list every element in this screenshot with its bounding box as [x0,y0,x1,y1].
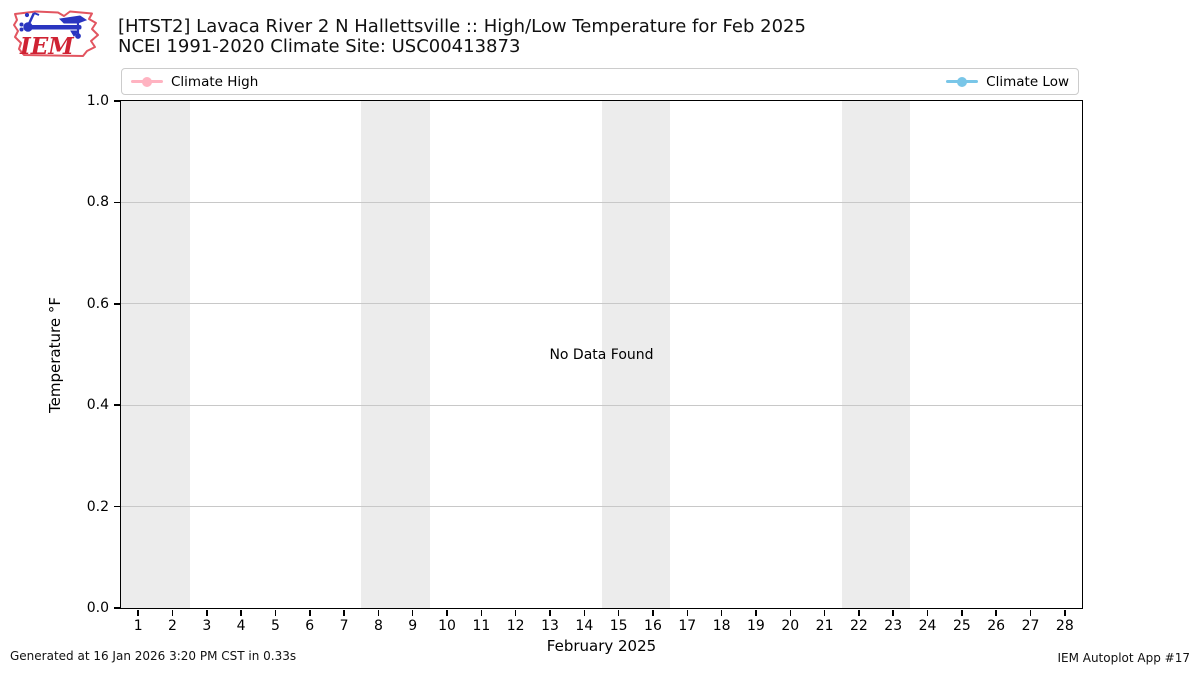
x-axis-title: February 2025 [546,637,657,655]
x-axis-tick [995,609,997,616]
y-axis-tick [113,303,120,305]
x-axis-tick [583,609,586,616]
weekend-band [601,101,671,608]
x-axis-tick-label: 11 [472,618,491,634]
legend-item-climate-low: Climate Low [946,74,1069,90]
plot-area: Temperature °F February 2025 No Data Fou… [46,93,1083,655]
legend-label: Climate Low [986,73,1069,90]
x-axis-tick [926,609,929,616]
chart-subtitle: NCEI 1991-2020 Climate Site: USC00413873 [118,36,521,57]
x-axis-tick-label: 20 [781,618,800,634]
x-axis-tick-label: 19 [747,618,765,634]
x-axis-tick [549,609,551,616]
app-credit: IEM Autoplot App #17 [1057,651,1190,665]
x-axis-tick [720,609,723,616]
x-axis-tick-label: 1 [133,618,143,634]
chart-title-block: [HTST2] Lavaca River 2 N Hallettsville :… [118,17,806,57]
x-axis-tick [343,609,345,616]
x-axis-tick-label: 4 [236,618,246,634]
x-axis-tick-label: 27 [1021,618,1040,634]
y-axis-title: Temperature °F [46,296,64,413]
x-axis-tick [892,609,894,616]
x-axis-tick [686,609,689,616]
x-axis-tick-label: 10 [438,618,456,634]
x-axis-tick [240,609,242,616]
iem-logo: IEM [8,5,108,65]
x-axis-tick [446,609,448,616]
x-axis-tick-label: 23 [884,618,903,634]
y-axis-tick-label: 1.0 [86,93,109,109]
y-axis-tick-label: 0.0 [86,600,109,616]
x-axis-tick-label: 6 [305,618,315,634]
gridline [121,506,1082,508]
y-axis-tick-label: 0.4 [86,397,109,414]
x-axis-tick-label: 21 [815,618,834,634]
x-axis-tick-label: 13 [541,618,559,634]
weekend-band [361,101,430,608]
chart-legend: Climate High Climate Low [121,68,1079,95]
x-axis-tick-label: 9 [408,618,418,634]
generated-timestamp: Generated at 16 Jan 2026 3:20 PM CST in … [10,649,297,663]
y-axis-tick [113,607,120,609]
x-axis-tick [1029,609,1032,616]
x-axis-tick-label: 2 [168,618,177,634]
gridline [121,404,1082,406]
x-axis-tick [206,609,208,616]
chart-title: [HTST2] Lavaca River 2 N Hallettsville :… [118,16,806,37]
y-axis-tick [113,404,120,406]
legend-label: Climate High [171,73,259,90]
y-axis-tick [113,201,120,204]
x-axis-tick-label: 25 [952,618,971,634]
x-axis-tick [274,609,277,616]
x-axis-tick-label: 22 [849,618,868,634]
x-axis-tick-label: 26 [987,618,1006,634]
x-axis-tick-label: 28 [1055,618,1074,634]
x-axis-tick-label: 24 [918,618,937,634]
y-axis-tick [113,100,120,102]
x-axis-tick-label: 7 [339,618,349,634]
x-axis-tick-label: 16 [644,618,662,634]
x-axis-tick [309,609,311,616]
x-axis-tick [823,609,826,616]
no-data-annotation: No Data Found [549,346,654,363]
x-axis-tick [137,609,139,616]
x-axis-tick [411,609,414,616]
x-axis-tick [514,609,517,616]
iowa-outline-icon: IEM [13,10,99,60]
x-axis-tick-label: 18 [712,618,731,634]
x-axis-tick [755,609,757,616]
gridline [121,201,1082,203]
legend-marker-icon [131,76,163,87]
x-axis-tick [377,609,380,616]
weekend-band [841,101,911,608]
x-axis-tick-label: 3 [202,618,212,634]
x-axis-tick [171,609,174,616]
y-axis-tick-label: 0.2 [86,498,109,515]
x-axis-tick-label: 12 [506,618,525,634]
iem-wordmark: IEM [19,33,75,60]
weather-vane-icon [19,12,88,39]
x-axis-tick [617,609,620,616]
x-axis-tick-label: 17 [678,618,697,634]
x-axis-tick [789,609,792,616]
gridline [121,303,1082,305]
y-axis-tick-label: 0.6 [86,295,109,312]
x-axis-tick-label: 8 [373,618,383,634]
weekend-band [121,101,190,608]
x-axis-tick [480,609,483,616]
x-axis-tick [1064,609,1066,616]
legend-marker-icon [946,76,979,87]
x-axis-tick [961,609,963,616]
x-axis-tick [652,609,654,616]
y-axis-tick [113,505,120,508]
x-axis-tick-label: 15 [609,618,628,634]
x-axis-tick [858,609,860,616]
x-axis-tick-label: 5 [270,618,280,634]
x-axis-tick-label: 14 [575,618,594,634]
y-axis-tick-label: 0.8 [86,194,109,211]
legend-item-climate-high: Climate High [131,74,258,90]
